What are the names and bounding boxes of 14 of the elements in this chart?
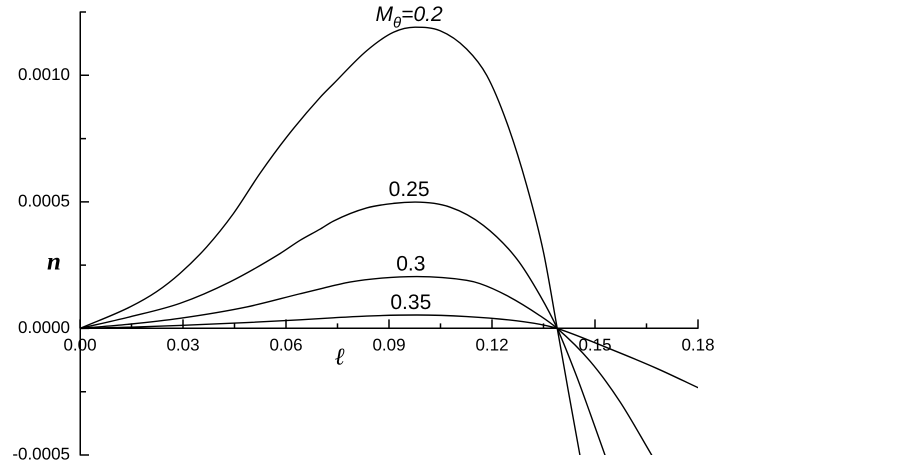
- y-tick-label: -0.0005: [12, 444, 70, 464]
- series-label: 0.35: [390, 291, 432, 314]
- y-tick-label: 0.0005: [18, 192, 70, 211]
- y-tick-label: 0.0000: [18, 318, 70, 338]
- x-tick-label: 0.12: [475, 335, 509, 354]
- x-tick-label: 0.18: [681, 335, 715, 354]
- x-tick-label: 0.09: [372, 335, 406, 354]
- x-tick-label: 0.03: [166, 335, 200, 354]
- x-axis-title: ℓ: [334, 344, 345, 370]
- series-label: 0.3: [396, 252, 426, 276]
- y-tick-label: 0.0010: [18, 64, 70, 84]
- series-label: 0.25: [388, 178, 430, 202]
- x-tick-label: 0.06: [269, 335, 303, 354]
- y-axis-title: n: [47, 248, 61, 276]
